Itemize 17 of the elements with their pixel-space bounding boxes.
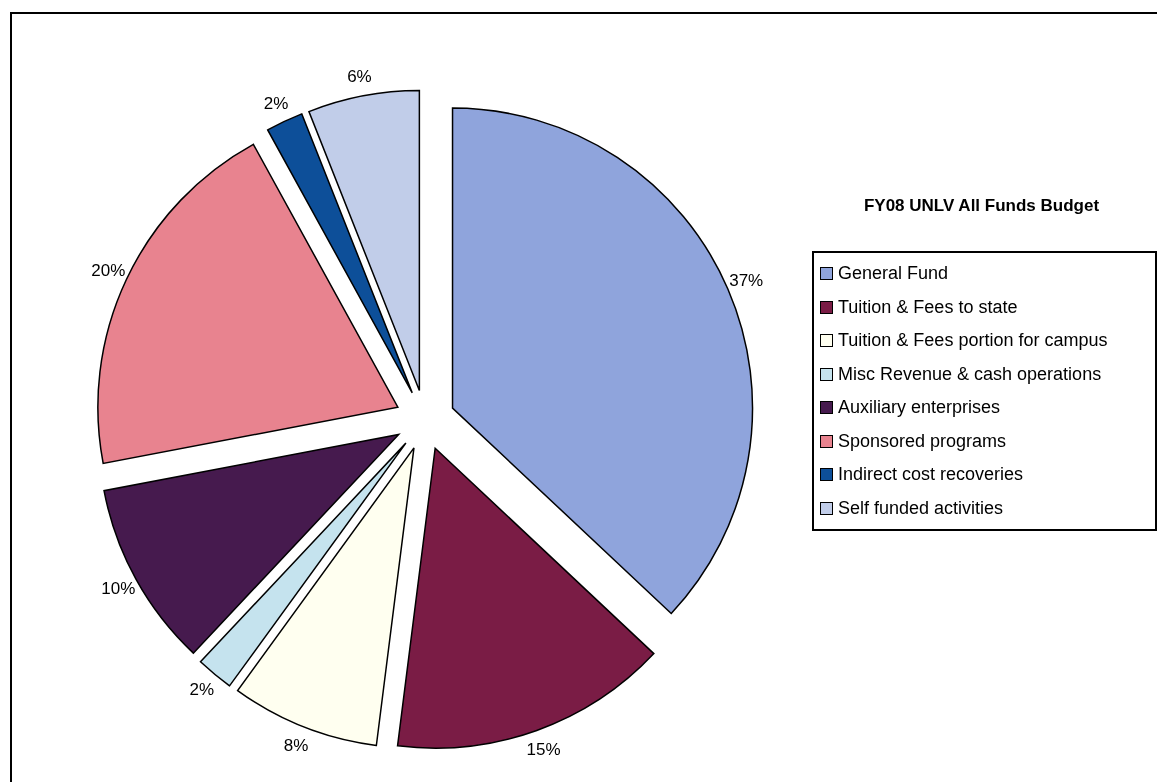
data-label: 37% bbox=[729, 271, 764, 291]
legend-label: Self funded activities bbox=[838, 497, 1004, 519]
data-label: 10% bbox=[101, 579, 136, 599]
data-label: 8% bbox=[283, 735, 309, 755]
legend-label: Auxiliary enterprises bbox=[838, 397, 1001, 419]
data-label: 20% bbox=[91, 261, 126, 281]
data-label: 6% bbox=[347, 66, 372, 86]
legend-label: Sponsored programs bbox=[838, 430, 1007, 452]
legend-label: General Fund bbox=[838, 263, 949, 285]
legend-label: Tuition & Fees portion for campus bbox=[838, 330, 1108, 352]
data-label: 15% bbox=[526, 739, 561, 759]
text: FY08 UNLV All Funds Budget bbox=[862, 196, 1101, 216]
data-label: 2% bbox=[263, 93, 289, 113]
legend-label: Indirect cost recoveries bbox=[838, 464, 1024, 486]
data-label: 2% bbox=[189, 680, 215, 700]
legend-label: Tuition & Fees to state bbox=[838, 296, 1018, 318]
legend-label: Misc Revenue & cash operations bbox=[838, 363, 1102, 385]
